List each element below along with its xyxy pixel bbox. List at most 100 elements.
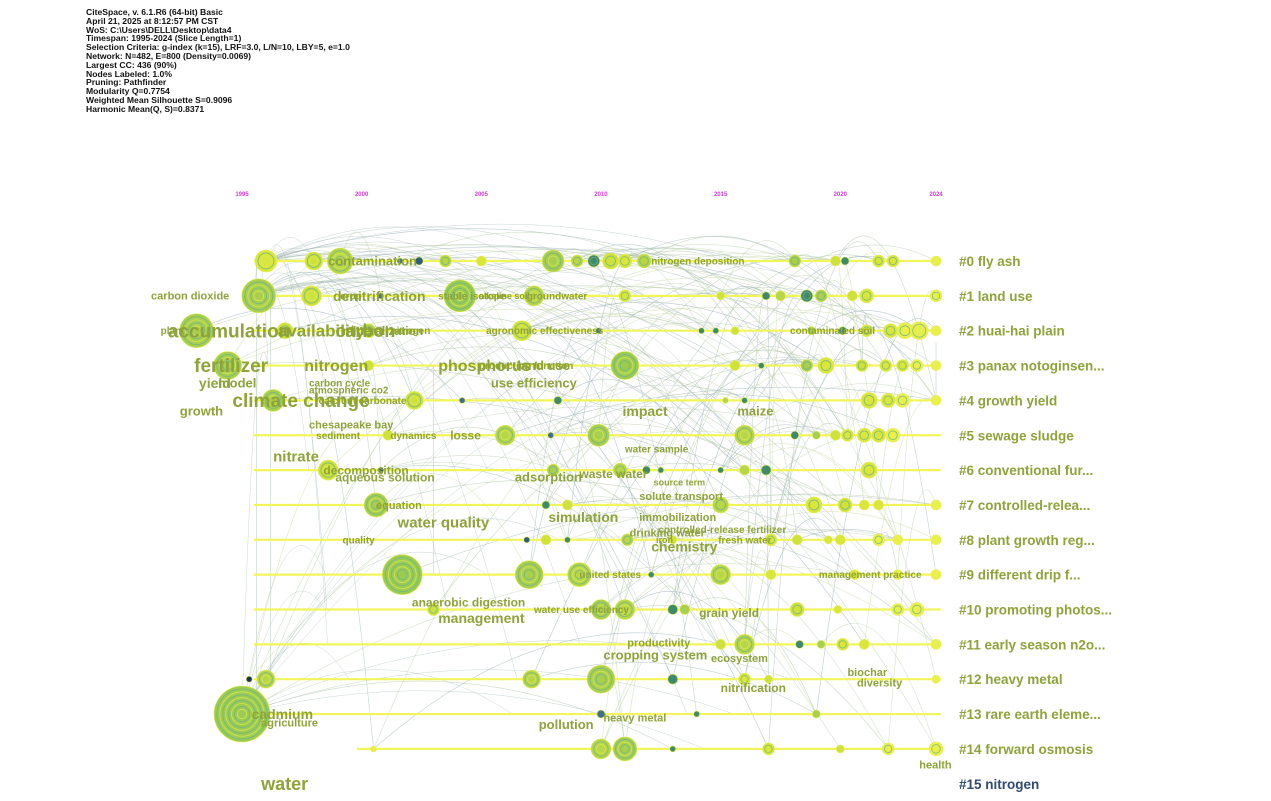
node-outer-ring [930, 255, 942, 267]
keyword-node [931, 674, 941, 684]
keyword-node [930, 569, 942, 580]
node-ring [912, 604, 922, 615]
cocitation-link [368, 333, 745, 401]
keyword-nodes [179, 247, 944, 762]
keyword-label: diversity [857, 678, 903, 690]
keyword-node [849, 569, 860, 580]
cocitation-link [835, 258, 848, 436]
node-outer-ring [909, 602, 925, 617]
cocitation-link [273, 395, 815, 506]
node-ring [368, 497, 384, 513]
cocitation-link [241, 545, 326, 715]
node-ring [387, 560, 417, 590]
node-ring [544, 252, 562, 270]
keyword-node [254, 249, 278, 273]
keyword-label: stable isotope [438, 291, 506, 302]
node-outer-ring [929, 289, 943, 303]
cocitation-link [610, 257, 817, 436]
keyword-node [396, 257, 404, 265]
node-outer-ring [860, 392, 878, 409]
cocitation-link [744, 383, 937, 436]
node-ring [514, 323, 530, 339]
keyword-label: management practice [819, 570, 922, 581]
node-outer-ring [667, 604, 679, 615]
node-ring [912, 323, 927, 338]
cocitation-link [241, 322, 764, 715]
cocitation-link [248, 430, 745, 680]
keyword-node [814, 289, 828, 303]
cocitation-link [598, 326, 772, 540]
keyword-label: source term [654, 477, 706, 487]
keyword-node [896, 359, 909, 372]
year-label: 2005 [475, 192, 489, 198]
cluster-labels: #0 fly ash #1 land use #2 huai-hai plain #3… [959, 254, 1112, 792]
node-outer-ring [764, 533, 778, 547]
node-ring [250, 287, 268, 305]
node-outer-ring [858, 639, 870, 650]
node-outer-ring [567, 562, 592, 587]
node-ring [260, 255, 272, 267]
node-ring [231, 703, 253, 725]
node-ring [615, 465, 625, 475]
keyword-node [586, 664, 616, 694]
cocitation-link [887, 489, 937, 749]
keyword-node [710, 564, 731, 585]
node-ring [885, 325, 896, 336]
keyword-node [817, 357, 835, 374]
keyword-node [800, 359, 814, 372]
keyword-node [930, 360, 942, 371]
node-outer-ring [812, 430, 821, 440]
cocitation-link [241, 669, 734, 715]
keyword-node [872, 254, 885, 268]
keyword-node [830, 429, 841, 441]
keyword-label: agronomic effectiveness [486, 326, 604, 337]
node-outer-ring [382, 429, 394, 441]
keyword-label: decomposition [323, 463, 408, 477]
cocitation-link [387, 405, 848, 436]
cocitation-link [241, 551, 487, 715]
keyword-node [722, 397, 729, 404]
node-ring [792, 604, 802, 615]
keyword-node [816, 640, 826, 649]
cocitation-link [419, 256, 762, 366]
node-ring [371, 500, 381, 510]
node-ring [517, 563, 541, 587]
cocitation-link [878, 357, 918, 505]
keyword-labels: contamination nitrogen deposition denitrif… [151, 254, 952, 795]
keyword-node [241, 278, 277, 314]
cocitation-link [265, 226, 697, 331]
node-ring [617, 601, 633, 618]
cluster-label: #15 nitrogen [959, 777, 1039, 792]
node-ring [572, 256, 582, 266]
node-ring [883, 395, 893, 406]
node-ring [596, 744, 606, 754]
node-ring [764, 744, 773, 754]
node-outer-ring [570, 254, 584, 268]
cocitation-link [380, 461, 745, 680]
keyword-node [741, 397, 748, 404]
node-outer-ring [377, 466, 385, 474]
keyword-node [667, 604, 679, 615]
cocitation-link [196, 307, 463, 401]
node-outer-ring [361, 323, 377, 339]
keyword-node [859, 288, 874, 304]
keyword-label: sediment [316, 431, 361, 442]
node-ring [715, 499, 726, 511]
keyword-node [523, 536, 531, 544]
info-line: Timespan: 1995-2024 (Slice Length=1) [86, 33, 242, 44]
node-ring [524, 672, 539, 687]
node-ring [808, 499, 820, 511]
cocitation-link [380, 426, 554, 471]
keyword-node [838, 326, 847, 336]
cocitation-link [744, 550, 772, 645]
node-ring [639, 256, 649, 266]
cluster-label: #5 sewage sludge [959, 428, 1074, 443]
info-line: Selection Criteria: g-index (k=15), LRF=… [86, 42, 350, 53]
node-ring [188, 322, 205, 340]
node-outer-ring [910, 359, 924, 372]
node-ring [520, 566, 538, 584]
node-outer-ring [871, 427, 886, 443]
keyword-label: aqueous solution [335, 470, 434, 484]
cocitation-link [620, 463, 846, 506]
node-ring [407, 393, 422, 408]
